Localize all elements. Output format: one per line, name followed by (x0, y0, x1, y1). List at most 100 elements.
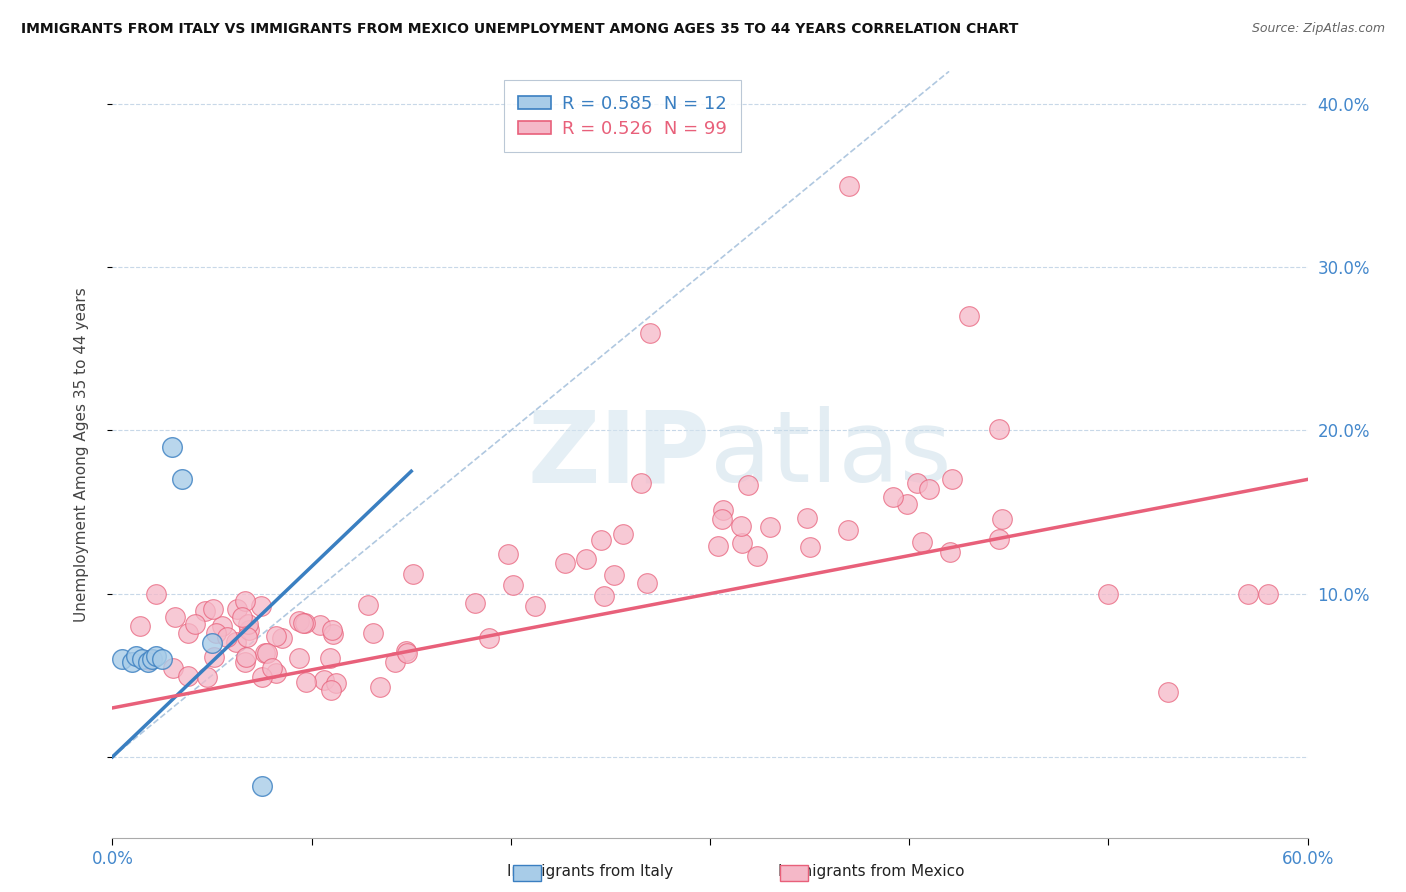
Text: Immigrants from Italy: Immigrants from Italy (508, 863, 673, 879)
Text: Source: ZipAtlas.com: Source: ZipAtlas.com (1251, 22, 1385, 36)
Point (991, 512, 1014, 526)
Point (291, 615, 314, 630)
Text: Immigrants from Mexico: Immigrants from Mexico (779, 863, 965, 879)
Text: IMMIGRANTS FROM ITALY VS IMMIGRANTS FROM MEXICO UNEMPLOYMENT AMONG AGES 35 TO 44: IMMIGRANTS FROM ITALY VS IMMIGRANTS FROM… (21, 22, 1018, 37)
Point (264, 665, 287, 680)
Point (905, 476, 928, 491)
Point (917, 483, 939, 497)
Point (162, 661, 184, 675)
Point (502, 577, 524, 591)
Point (575, 552, 598, 566)
Point (177, 669, 200, 683)
Point (165, 609, 187, 624)
Point (896, 497, 918, 511)
Point (202, 649, 225, 664)
Point (264, 628, 287, 642)
Point (309, 618, 332, 632)
Point (195, 670, 218, 684)
Point (630, 476, 652, 491)
Point (730, 519, 752, 533)
Point (250, 670, 273, 684)
Point (294, 675, 316, 690)
Point (464, 596, 486, 610)
Point (1257, 587, 1279, 601)
Point (911, 535, 934, 549)
Point (262, 661, 284, 675)
Point (396, 646, 419, 660)
Point (325, 676, 347, 690)
Point (250, 779, 273, 793)
Point (357, 598, 380, 612)
Point (288, 614, 311, 628)
Point (162, 440, 183, 454)
Point (201, 635, 224, 649)
Point (233, 655, 256, 669)
Point (1157, 684, 1180, 698)
Point (478, 631, 501, 645)
Point (141, 652, 163, 666)
Point (238, 624, 260, 638)
Point (554, 556, 576, 570)
Point (204, 626, 226, 640)
Point (235, 649, 257, 664)
Point (707, 539, 730, 553)
Point (256, 646, 278, 660)
Point (370, 681, 392, 695)
Text: ZIP: ZIP (527, 407, 710, 503)
Point (941, 472, 963, 486)
Point (737, 478, 759, 492)
Point (128, 618, 150, 632)
Point (201, 602, 224, 616)
Point (125, 648, 148, 663)
Point (194, 604, 217, 618)
Point (236, 630, 259, 644)
Point (759, 519, 782, 533)
Point (288, 651, 311, 665)
Point (745, 549, 768, 563)
Y-axis label: Unemployment Among Ages 35 to 44 years: Unemployment Among Ages 35 to 44 years (75, 287, 89, 623)
Point (184, 616, 207, 631)
Point (640, 326, 662, 340)
Point (319, 651, 342, 665)
Point (636, 576, 658, 591)
Point (592, 589, 614, 603)
Point (1097, 587, 1119, 601)
Point (150, 652, 173, 666)
Point (215, 630, 238, 644)
Point (838, 178, 860, 193)
Point (235, 594, 257, 608)
Point (172, 472, 194, 486)
Point (799, 540, 821, 554)
Point (312, 673, 335, 687)
Point (211, 619, 233, 633)
Point (250, 599, 273, 613)
Point (225, 634, 247, 648)
Point (145, 648, 167, 663)
Point (231, 610, 253, 624)
Point (1237, 587, 1260, 601)
Point (711, 511, 734, 525)
Point (111, 652, 134, 666)
Point (384, 655, 406, 669)
Text: atlas: atlas (710, 407, 952, 503)
Point (731, 535, 754, 549)
Point (236, 616, 259, 631)
Point (321, 623, 343, 637)
Point (882, 490, 904, 504)
Point (145, 587, 167, 601)
Point (361, 626, 384, 640)
Point (402, 566, 425, 581)
Point (957, 309, 980, 323)
Point (319, 683, 342, 698)
Legend: R = 0.585  N = 12, R = 0.526  N = 99: R = 0.585 N = 12, R = 0.526 N = 99 (503, 80, 741, 153)
Point (987, 422, 1010, 436)
Point (939, 545, 962, 559)
Point (524, 599, 547, 614)
Point (837, 523, 859, 537)
Point (177, 625, 200, 640)
Point (796, 511, 818, 525)
Point (138, 655, 160, 669)
Point (226, 602, 249, 616)
Point (602, 567, 624, 582)
Point (138, 653, 160, 667)
